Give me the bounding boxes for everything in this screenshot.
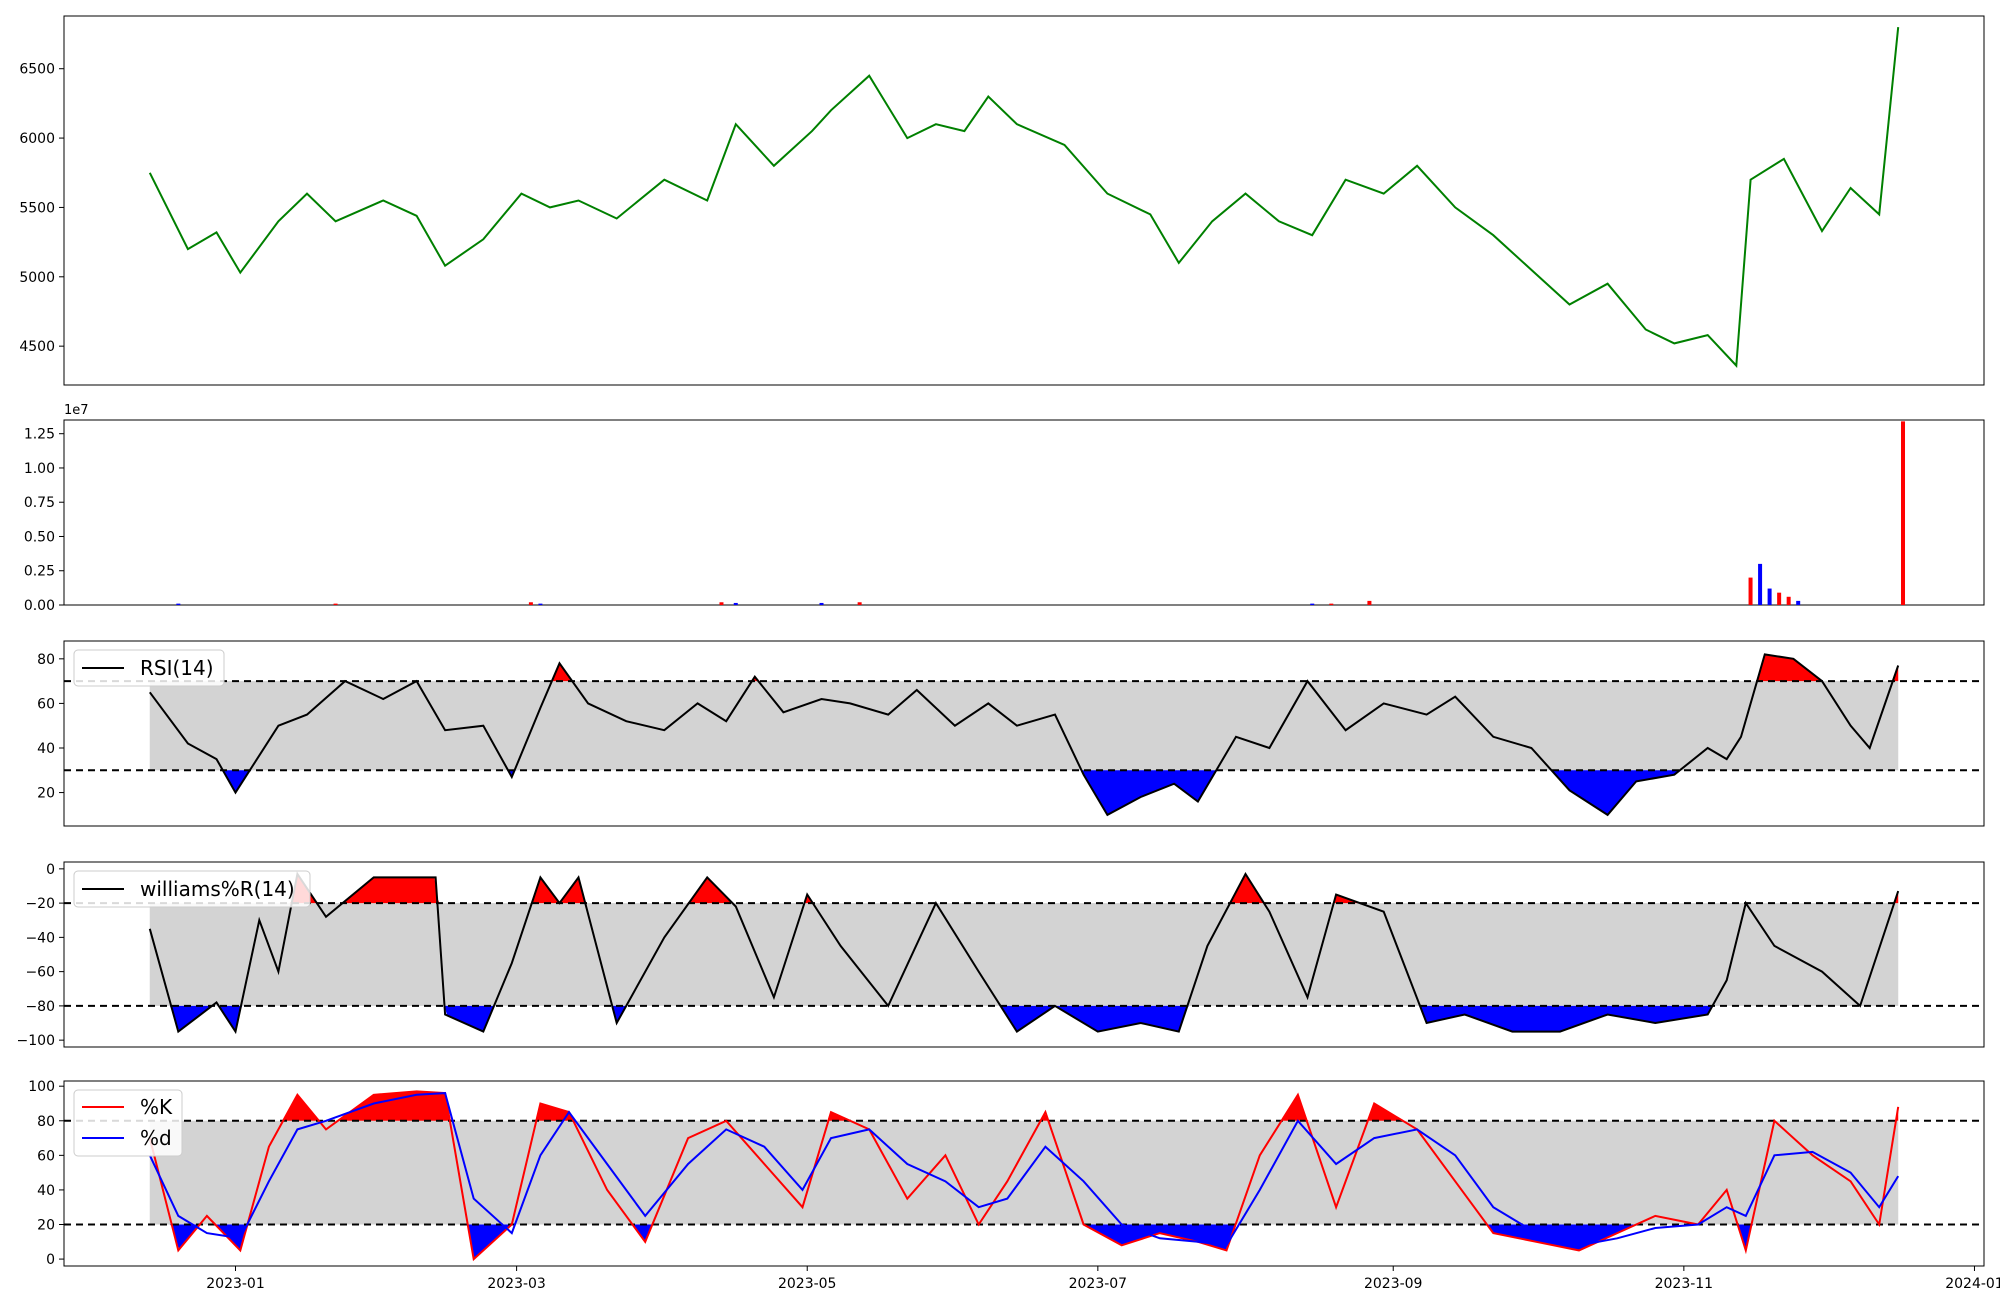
volume-bar [733, 602, 738, 605]
rsi-neutral-band [149, 681, 1899, 771]
stochastic-ytick-label: 20 [37, 1218, 55, 1234]
stochastic-line-1 [148, 1090, 1900, 1262]
volume-bar [1367, 600, 1372, 605]
k-legend-label: %K [140, 1095, 173, 1119]
stochastic-ytick-label: 0 [46, 1252, 55, 1268]
d-legend-label: %d [140, 1126, 172, 1150]
volume-bar [1786, 596, 1791, 605]
williams-legend-label: williams%R(14) [140, 877, 295, 901]
price-line [148, 26, 1900, 368]
williams-ytick-label: −80 [25, 999, 55, 1015]
x-tick-label: 2024-01 [1945, 1276, 2000, 1292]
volume-ytick-label: 0.25 [24, 564, 55, 580]
volume-bar [1329, 603, 1334, 605]
williams-legend: williams%R(14) [73, 870, 311, 908]
volume-bar [333, 603, 338, 605]
x-tick-label: 2023-05 [778, 1276, 837, 1292]
rsi-ytick-label: 60 [37, 696, 55, 712]
volume-multiplier-label: 1e7 [64, 403, 89, 418]
price-ytick-label: 5500 [19, 200, 55, 216]
rsi-ytick-label: 80 [37, 652, 55, 668]
volume-bar [528, 602, 533, 605]
stochastic-ytick-label: 80 [37, 1114, 55, 1130]
volume-bar [719, 602, 724, 605]
volume-ytick-label: 0.50 [24, 529, 55, 545]
x-tick-label: 2023-09 [1364, 1276, 1423, 1292]
volume-bar [1777, 592, 1782, 605]
stochastic-ytick-label: 40 [37, 1183, 55, 1199]
volume-bar [857, 602, 862, 605]
volume-bar [1767, 588, 1772, 605]
williams-ytick-label: −60 [25, 965, 55, 981]
volume-ytick-label: 1.25 [24, 427, 55, 443]
williams-ytick-label: −20 [25, 896, 55, 912]
price-ytick-label: 5000 [19, 270, 55, 286]
williams-ytick-label: 0 [46, 862, 55, 878]
volume-ytick-label: 0.75 [24, 495, 55, 511]
stochastic-ytick-label: 60 [37, 1148, 55, 1164]
price-panel-frame [63, 15, 1985, 386]
volume-bar [1796, 600, 1801, 605]
price-plot: 4500 5000 5500 6000 6500 [19, 26, 1900, 368]
volume-bar [1758, 563, 1763, 605]
volume-bar [1748, 577, 1753, 605]
williams-ytick-label: −100 [17, 1033, 55, 1049]
volume-bar [176, 603, 181, 605]
williams-plot: 0 −20 −40 −60 −80 −100 [17, 862, 1984, 1049]
volume-bar [1901, 421, 1906, 605]
price-ytick-label: 6000 [19, 131, 55, 147]
price-ytick-label: 6500 [19, 62, 55, 78]
rsi-line-1 [148, 653, 1900, 817]
williams-ytick-label: −40 [25, 930, 55, 946]
volume-bar [538, 603, 543, 605]
stochastic-ytick-label: 100 [28, 1079, 55, 1095]
x-tick-label: 2023-11 [1655, 1276, 1714, 1292]
williams-neutral-band [149, 903, 1899, 1006]
x-tick-label: 2023-07 [1069, 1276, 1128, 1292]
volume-ytick-label: 1.00 [24, 461, 55, 477]
rsi-legend: RSI(14) [73, 649, 225, 687]
stochastic-plot: 0 20 40 60 80 100 2023-01 2023-03 2023-05 2023-07… [28, 1079, 2000, 1292]
williams-oversold-fill [149, 1005, 1899, 1032]
stochastic-neutral-band [149, 1120, 1899, 1225]
volume-plot: 0.00 0.25 0.50 0.75 1.00 1.25 [24, 421, 1906, 614]
rsi-legend-label: RSI(14) [140, 656, 214, 680]
williams-line-1 [148, 871, 1900, 1035]
rsi-ytick-label: 40 [37, 741, 55, 757]
stochastic-legend: %K %d [73, 1089, 183, 1157]
price-ytick-label: 4500 [19, 339, 55, 355]
volume-ytick-label: 0.00 [24, 598, 55, 614]
volume-bar [819, 602, 824, 605]
rsi-ytick-label: 20 [37, 786, 55, 802]
stochastic-oversold-fill [149, 1224, 1899, 1259]
volume-bar [1310, 603, 1315, 605]
rsi-plot: 20 40 60 80 [37, 652, 1984, 817]
volume-panel-frame [63, 419, 1985, 606]
x-tick-label: 2023-03 [487, 1276, 546, 1292]
x-tick-label: 2023-01 [206, 1276, 265, 1292]
stochastic-line-2 [148, 1092, 1900, 1247]
